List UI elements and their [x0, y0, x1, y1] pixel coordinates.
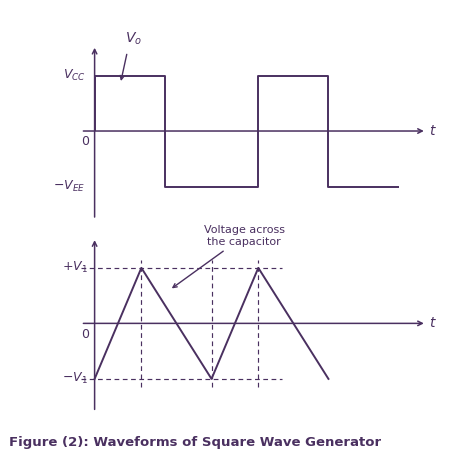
- Text: $V_{CC}$: $V_{CC}$: [63, 68, 85, 83]
- Text: t: t: [429, 316, 435, 330]
- Text: 0: 0: [81, 136, 89, 148]
- Text: $+V_1$: $+V_1$: [62, 260, 88, 275]
- Text: Voltage across
the capacitor: Voltage across the capacitor: [173, 225, 285, 288]
- Text: 0: 0: [81, 328, 89, 341]
- Text: $V_o$: $V_o$: [125, 31, 142, 47]
- Text: Figure (2): Waveforms of Square Wave Generator: Figure (2): Waveforms of Square Wave Gen…: [9, 436, 382, 449]
- Text: $-V_{EE}$: $-V_{EE}$: [53, 179, 85, 194]
- Text: t: t: [429, 124, 435, 138]
- Text: $-V_1$: $-V_1$: [62, 371, 88, 387]
